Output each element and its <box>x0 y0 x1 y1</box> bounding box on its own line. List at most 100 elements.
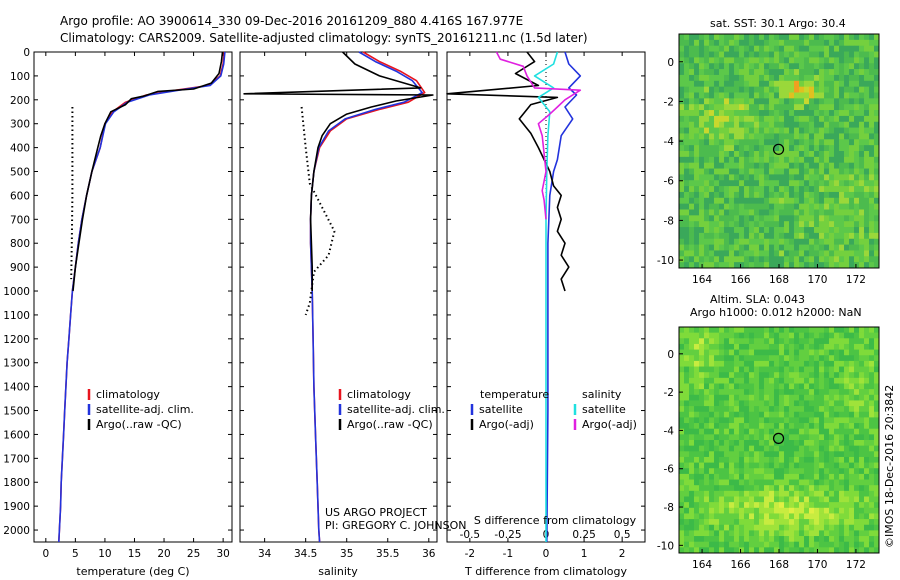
map-cell <box>804 541 810 548</box>
map-cell <box>734 428 740 435</box>
map-cell <box>864 180 870 187</box>
map-cell <box>869 468 875 475</box>
map-cell <box>724 127 730 134</box>
map-cell <box>859 110 865 117</box>
map-cell <box>809 327 815 333</box>
map-cell <box>744 519 750 526</box>
map-cell <box>874 417 880 424</box>
map-cell <box>859 349 865 356</box>
map-cell <box>684 473 690 480</box>
map-cell <box>804 174 810 181</box>
map-cell <box>724 394 730 401</box>
map-cell <box>744 468 750 475</box>
map-cell <box>749 133 755 140</box>
map-cell <box>834 440 840 446</box>
map-cell <box>874 389 880 396</box>
map-cell <box>704 57 710 64</box>
map-cell <box>684 191 690 199</box>
map-cell <box>789 451 795 458</box>
map-cell <box>814 485 820 492</box>
map-cell <box>874 104 880 111</box>
map-cell <box>774 372 780 379</box>
map-cell <box>804 227 810 234</box>
map-cell <box>774 445 780 452</box>
map-cell <box>734 80 740 87</box>
map-cell <box>799 332 805 339</box>
map-cell <box>779 191 785 199</box>
map-cell <box>749 440 755 446</box>
map-cell <box>759 434 765 441</box>
map-cell <box>819 400 825 407</box>
map-cell <box>774 180 780 187</box>
map-cell <box>799 80 805 87</box>
map-cell <box>764 221 770 228</box>
map-cell <box>699 383 705 390</box>
map-cell <box>804 547 810 554</box>
map-cell <box>814 256 820 263</box>
map-cell <box>769 502 775 509</box>
map-cell <box>824 490 830 497</box>
map-cell <box>754 168 760 175</box>
map-cell <box>814 69 820 76</box>
map-cell <box>744 92 750 99</box>
map-cell <box>864 186 870 193</box>
map-cell <box>784 456 790 463</box>
map-cell <box>734 221 740 228</box>
map-cell <box>704 519 710 526</box>
map-cell <box>714 451 720 458</box>
map-cell <box>744 244 750 251</box>
map-cell <box>769 250 775 257</box>
map-cell <box>714 485 720 492</box>
map-cell <box>839 456 845 463</box>
map-cell <box>869 221 875 228</box>
map-cell <box>854 244 860 251</box>
map-cell <box>844 411 850 418</box>
map-cell <box>864 513 870 520</box>
map-cell <box>844 327 850 333</box>
map-cell <box>689 383 695 390</box>
map-cell <box>764 232 770 240</box>
map-cell <box>684 139 690 146</box>
map-cell <box>749 417 755 424</box>
map-cell <box>694 411 700 418</box>
map-cell <box>759 547 765 554</box>
map-cell <box>694 383 700 390</box>
map-cell <box>694 377 700 384</box>
map-cell <box>779 110 785 117</box>
map-cell <box>694 468 700 475</box>
map-cell <box>869 34 875 41</box>
map-cell <box>839 69 845 76</box>
map-cell <box>729 519 735 526</box>
map-cell <box>874 423 880 429</box>
map-cell <box>804 496 810 503</box>
map-cell <box>809 536 815 542</box>
map-cell <box>859 180 865 187</box>
map-cell <box>804 462 810 469</box>
map-cell <box>849 80 855 87</box>
map-cell <box>709 139 715 146</box>
map-cell <box>679 485 685 492</box>
map-cell <box>734 174 740 181</box>
map-cell <box>849 168 855 175</box>
map-cell <box>819 541 825 548</box>
map-cell <box>679 479 685 486</box>
map-cell <box>844 541 850 548</box>
map-cell <box>709 473 715 480</box>
map-cell <box>754 332 760 339</box>
map-cell <box>849 451 855 458</box>
map-cell <box>839 343 845 350</box>
map-cell <box>709 63 715 70</box>
map-cell <box>684 92 690 99</box>
map-cell <box>789 186 795 193</box>
map-cell <box>789 445 795 452</box>
map-cell <box>779 145 785 152</box>
map-cell <box>849 502 855 509</box>
map-cell <box>874 63 880 70</box>
map-cell <box>684 519 690 526</box>
map-cell <box>729 411 735 418</box>
map-cell <box>859 507 865 514</box>
map-cell <box>864 394 870 401</box>
map-cell <box>849 45 855 52</box>
map-cell <box>774 69 780 76</box>
map-cell <box>784 156 790 163</box>
